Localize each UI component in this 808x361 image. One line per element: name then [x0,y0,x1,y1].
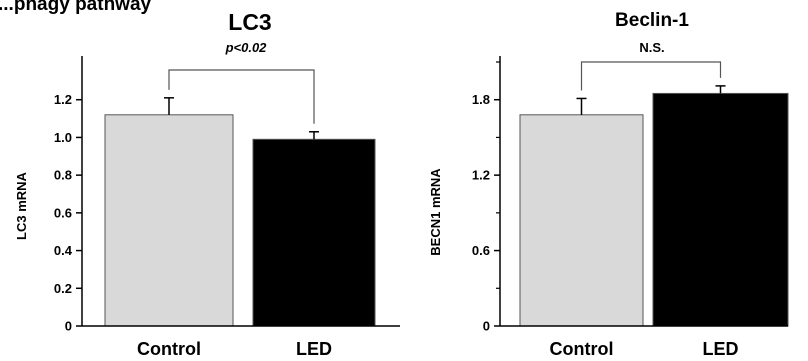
bar-control [519,114,644,327]
significance-label: p<0.02 [225,40,268,55]
y-axis-label: LC3 mRNA [14,171,29,240]
x-tick-label: Control [550,339,614,359]
x-tick-label: Control [137,339,201,359]
x-tick-label: LED [296,339,332,359]
chart-title: Beclin-1 [615,10,689,31]
significance-label: N.S. [639,40,664,55]
y-tick-label: 0.4 [54,243,73,258]
significance-bracket [580,61,722,91]
y-tick-label: 0.8 [54,168,72,183]
chart-lc3: LC3 LC3 mRNA Control LED 0 0.2 0.4 0.6 0.8 1.0 1.2… [14,9,400,359]
bar-led [652,92,789,327]
y-tick-label: 1.8 [472,92,490,107]
chart-beclin1: Beclin-1 BECN1 mRNA Control LED 0 0.6 1.2 1.8 N.… [428,10,789,359]
significance-bracket [168,69,315,124]
y-tick-label: 1.2 [54,92,72,107]
y-axis-label: BECN1 mRNA [428,168,443,256]
bar-led [252,138,376,327]
y-tick-label: 0 [65,319,72,334]
y-tick-label: 0.2 [54,281,72,296]
y-tick-label: 1.2 [472,168,490,183]
y-tick-label: 1.0 [54,130,72,145]
y-tick-label: 0.6 [54,205,72,220]
bar-control [104,114,234,327]
chart-title: LC3 [228,9,271,35]
y-tick-label: 0 [483,319,490,334]
header-fragment: ...phagy pathway [0,0,152,15]
y-tick-label: 0.6 [472,243,490,258]
x-tick-label: LED [703,339,739,359]
